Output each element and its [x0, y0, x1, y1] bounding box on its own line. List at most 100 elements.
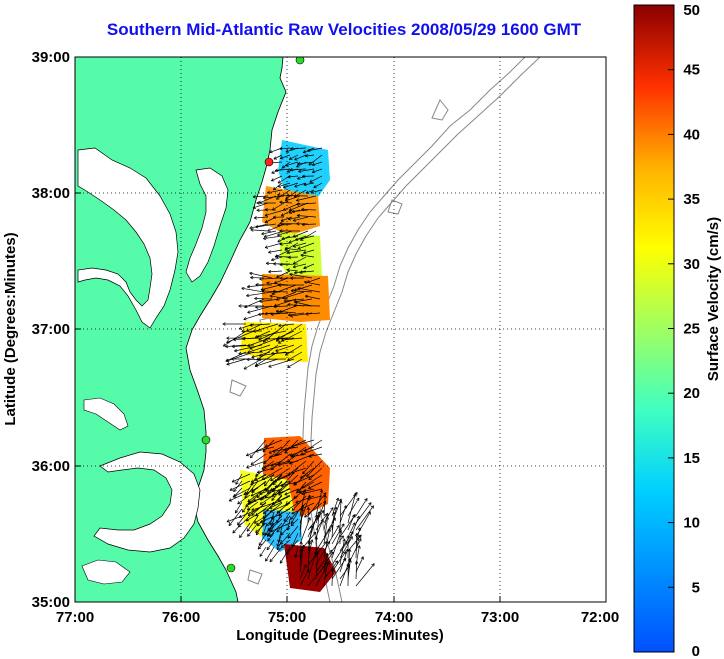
velocity-arrow-head — [289, 516, 292, 520]
velocity-arrow — [254, 473, 267, 481]
velocity-arrow-head — [228, 522, 230, 526]
velocity-arrow-head — [269, 522, 271, 526]
velocity-arrow — [306, 460, 323, 477]
velocity-arrow-head — [256, 208, 260, 211]
velocity-arrow-head — [293, 220, 297, 222]
velocity-arrow-head — [241, 329, 245, 332]
velocity-arrow — [301, 488, 323, 495]
velocity-arrow-head — [291, 209, 295, 212]
velocity-arrow-head — [251, 507, 254, 511]
velocity-arrow-head — [343, 551, 346, 554]
velocity-arrow-head — [280, 213, 284, 217]
velocity-arrow — [290, 511, 299, 524]
velocity-arrow-head — [232, 494, 235, 498]
velocity-arrow — [252, 202, 269, 209]
velocity-arrow-head — [288, 240, 292, 243]
velocity-arrow-head — [269, 294, 273, 297]
velocity-arrow — [276, 532, 283, 547]
velocity-arrow-head — [293, 246, 297, 248]
velocity-arrow — [258, 532, 267, 546]
velocity-arrow-head — [288, 212, 292, 214]
velocity-arrow — [288, 525, 299, 539]
velocity-arrow-head — [305, 312, 309, 315]
velocity-arrow — [243, 358, 263, 370]
velocity-arrow — [279, 242, 291, 245]
velocity-arrow-head — [290, 276, 294, 279]
velocity-arrow — [355, 563, 375, 587]
velocity-arrow — [249, 323, 271, 326]
velocity-arrow-head — [264, 234, 267, 238]
velocity-arrow-head — [264, 215, 269, 217]
velocity-arrow — [339, 548, 349, 573]
velocity-arrow-head — [359, 535, 361, 539]
velocity-arrow-head — [261, 233, 265, 236]
velocity-arrow — [291, 439, 315, 448]
velocity-arrow-head — [279, 201, 283, 204]
velocity-arrow — [355, 561, 358, 580]
velocity-arrow-head — [263, 462, 267, 465]
velocity-arrow-head — [238, 304, 242, 307]
velocity-arrow — [299, 517, 311, 545]
velocity-arrow-head — [259, 353, 262, 357]
velocity-arrow-head — [301, 224, 305, 227]
velocity-arrow — [272, 202, 285, 211]
velocity-arrow-head — [344, 541, 348, 544]
colorbar-tick-label: 50 — [683, 2, 700, 19]
velocity-arrow — [315, 489, 323, 517]
velocity-arrow-head — [273, 263, 277, 266]
colorbar-tick-label: 25 — [683, 321, 700, 338]
velocity-arrow-head — [271, 497, 273, 501]
velocity-arrow — [272, 446, 299, 452]
velocity-arrow-head — [277, 498, 280, 502]
velocity-arrow-head — [308, 456, 312, 458]
velocity-arrow — [293, 474, 307, 486]
velocity-arrow — [305, 154, 315, 157]
velocity-arrow — [250, 474, 275, 486]
velocity-arrow-head — [295, 500, 298, 503]
velocity-arrow-head — [327, 516, 330, 520]
y-tick-label: 39:00 — [32, 49, 70, 66]
velocity-arrow — [261, 467, 283, 481]
velocity-arrow-head — [271, 351, 275, 354]
velocity-arrow-head — [285, 149, 289, 153]
velocity-arrow-head — [268, 250, 271, 253]
velocity-arrow-head — [269, 457, 273, 459]
velocity-arrow-head — [259, 301, 263, 304]
velocity-arrow-head — [270, 463, 274, 466]
velocity-arrow-head — [296, 200, 300, 202]
velocity-arrow — [252, 195, 269, 198]
velocity-arrow-head — [232, 531, 236, 534]
velocity-arrow-head — [290, 290, 294, 293]
velocity-arrow-head — [320, 518, 324, 522]
velocity-arrow — [257, 539, 267, 550]
velocity-arrow — [277, 330, 295, 339]
velocity-arrow-head — [273, 189, 277, 191]
velocity-arrow-head — [271, 493, 274, 497]
velocity-arrow-head — [296, 223, 300, 226]
velocity-arrow-head — [279, 276, 283, 279]
velocity-arrows — [222, 146, 375, 587]
velocity-arrow — [262, 525, 267, 536]
velocity-arrow-head — [287, 357, 290, 361]
velocity-arrow-head — [283, 299, 287, 302]
velocity-arrow — [251, 502, 275, 511]
velocity-arrow-head — [281, 236, 285, 240]
velocity-arrow — [271, 256, 283, 261]
velocity-arrow-head — [344, 538, 346, 542]
velocity-arrow — [339, 538, 345, 566]
velocity-arrow-head — [278, 323, 282, 327]
velocity-arrow-head — [293, 299, 297, 303]
velocity-arrow-head — [250, 275, 254, 278]
x-tick-label: 76:00 — [162, 609, 200, 626]
velocity-arrow-head — [282, 167, 286, 169]
velocity-arrow-head — [259, 493, 263, 496]
velocity-arrow-head — [340, 535, 344, 538]
velocity-arrow — [277, 230, 293, 236]
velocity-arrow — [276, 515, 291, 533]
velocity-arrow — [267, 525, 275, 537]
velocity-arrow-head — [244, 495, 246, 499]
velocity-arrow-head — [222, 343, 226, 347]
velocity-arrow-head — [292, 218, 296, 221]
velocity-arrow-head — [273, 304, 277, 307]
velocity-arrow — [276, 473, 291, 481]
